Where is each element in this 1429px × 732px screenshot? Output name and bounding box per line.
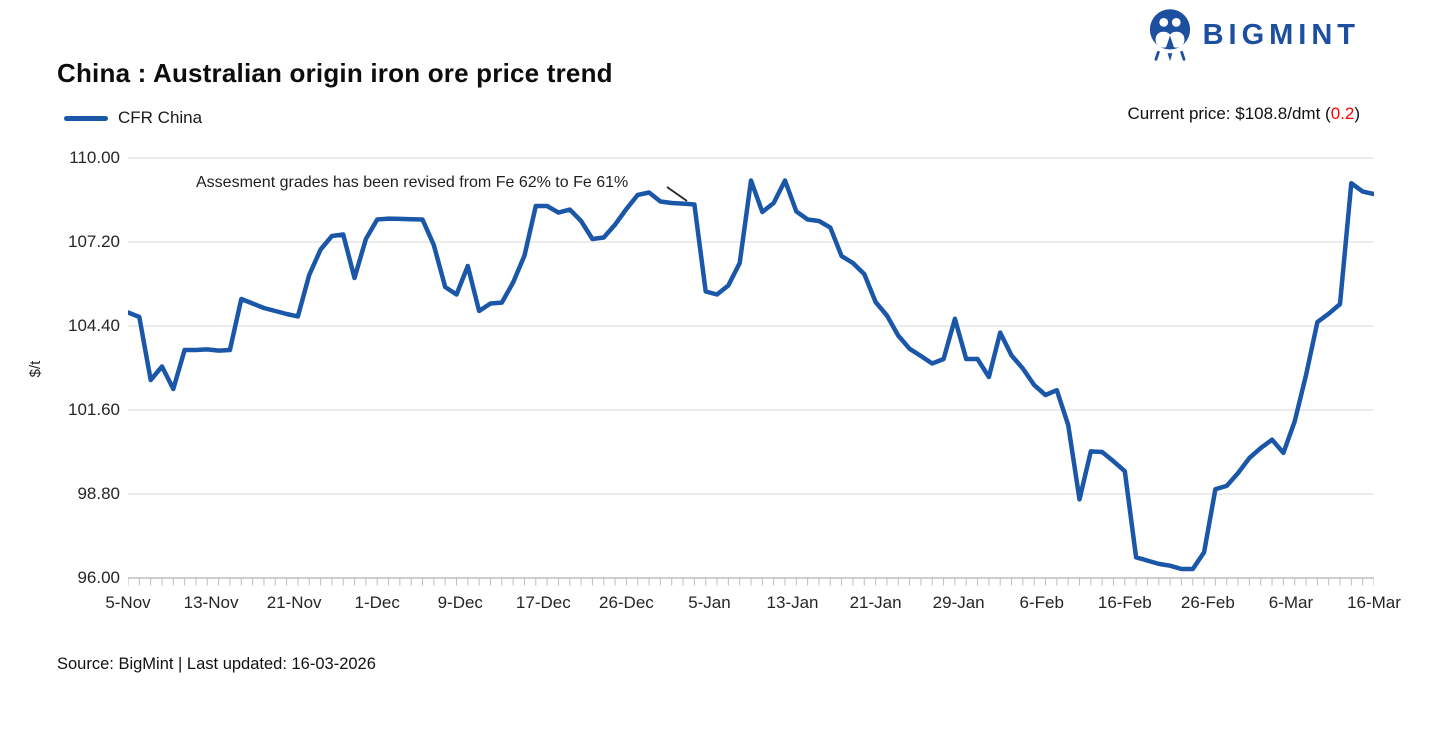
- x-axis-label: 6-Mar: [1268, 593, 1314, 612]
- x-axis-label: 29-Jan: [932, 593, 985, 612]
- x-axis-label: 21-Jan: [849, 593, 902, 612]
- source-note: Source: BigMint | Last updated: 16-03-20…: [57, 655, 376, 673]
- x-axis-label: 21-Nov: [266, 593, 322, 612]
- legend: CFR China: [64, 108, 202, 128]
- x-axis-label: 26-Dec: [598, 593, 654, 612]
- current-price: Current price: $108.8/dmt (0.2): [1128, 104, 1360, 124]
- x-axis-label: 26-Feb: [1180, 593, 1235, 612]
- x-axis-label: 9-Dec: [437, 593, 483, 612]
- x-axis-label: 5-Jan: [688, 593, 731, 612]
- gridlines: [128, 157, 1374, 579]
- chart-title: China : Australian origin iron ore price…: [57, 58, 613, 88]
- chart-canvas: [128, 157, 1374, 586]
- legend-line-swatch: [64, 115, 108, 121]
- x-axis-label: 16-Mar: [1347, 593, 1401, 612]
- current-price-change: 0.2: [1330, 104, 1355, 123]
- y-axis-label: 98.80: [77, 484, 120, 503]
- x-axis-ticks: [128, 578, 1374, 586]
- x-axis-label: 6-Feb: [1019, 593, 1064, 612]
- x-axis-label: 17-Dec: [515, 593, 571, 612]
- bigmint-logo-icon: [1149, 9, 1190, 62]
- x-axis-label: 5-Nov: [105, 593, 151, 612]
- plot-area: [128, 150, 1374, 592]
- x-axis-label: 13-Nov: [183, 593, 239, 612]
- y-axis-label: 107.20: [68, 232, 120, 251]
- annotation-text: Assesment grades has been revised from F…: [196, 174, 629, 191]
- legend-series-label: CFR China: [118, 108, 203, 127]
- annotation-callout-line: [666, 186, 688, 202]
- y-axis-title: $/t: [27, 360, 44, 378]
- bigmint-logo-text: BIGMINT: [1202, 19, 1360, 51]
- cfr-china-price-line: [128, 178, 1374, 572]
- current-price-text: Current price: $108.8/dmt: [1127, 104, 1326, 123]
- x-axis-label: 1-Dec: [354, 593, 400, 612]
- paren-open: (: [1325, 104, 1331, 123]
- x-axis-label: 16-Feb: [1097, 593, 1152, 612]
- y-axis-label: 110.00: [69, 148, 120, 167]
- y-axis-label: 96.00: [77, 568, 120, 587]
- bigmint-logo: BIGMINT: [1146, 6, 1360, 64]
- y-axis-label: 101.60: [68, 400, 120, 419]
- paren-close: ): [1354, 104, 1360, 123]
- y-axis-label: 104.40: [68, 316, 120, 335]
- x-axis-label: 13-Jan: [766, 593, 819, 612]
